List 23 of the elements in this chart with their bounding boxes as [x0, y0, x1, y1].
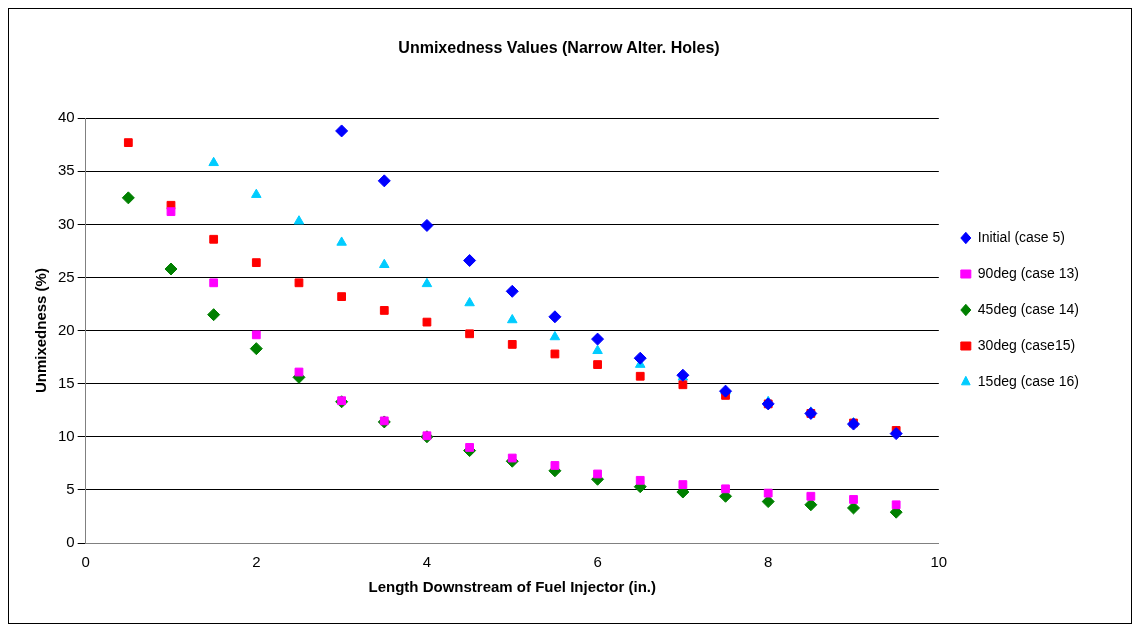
y-tick-label: 0 — [66, 533, 75, 551]
x-tick-label: 2 — [252, 553, 261, 571]
legend-label: 45deg (case 14) — [977, 300, 1080, 317]
y-axis-title: Unmixedness (%) — [32, 268, 50, 394]
y-tick-label: 15 — [58, 373, 75, 391]
y-tick-label: 10 — [58, 426, 75, 444]
x-tick-label: 6 — [593, 553, 602, 571]
y-tick-label: 40 — [58, 108, 75, 126]
y-tick-label: 5 — [66, 480, 75, 498]
chart-title: Unmixedness Values (Narrow Alter. Holes) — [398, 39, 720, 57]
y-tick-label: 25 — [58, 267, 75, 285]
y-tick-label: 35 — [58, 161, 75, 179]
legend-label: 15deg (case 16) — [977, 372, 1080, 389]
x-tick-label: 8 — [764, 553, 773, 571]
y-tick-label: 30 — [58, 214, 75, 232]
x-tick-label: 0 — [81, 553, 90, 571]
x-tick-label: 10 — [930, 553, 948, 571]
y-tick-label: 20 — [58, 320, 75, 338]
x-tick-label: 4 — [422, 553, 432, 571]
x-axis-title: Length Downstream of Fuel Injector (in.) — [368, 578, 657, 596]
legend-label: Initial (case 5) — [977, 228, 1065, 245]
legend-label: 90deg (case 13) — [977, 264, 1080, 281]
legend-label: 30deg (case15) — [977, 336, 1076, 353]
